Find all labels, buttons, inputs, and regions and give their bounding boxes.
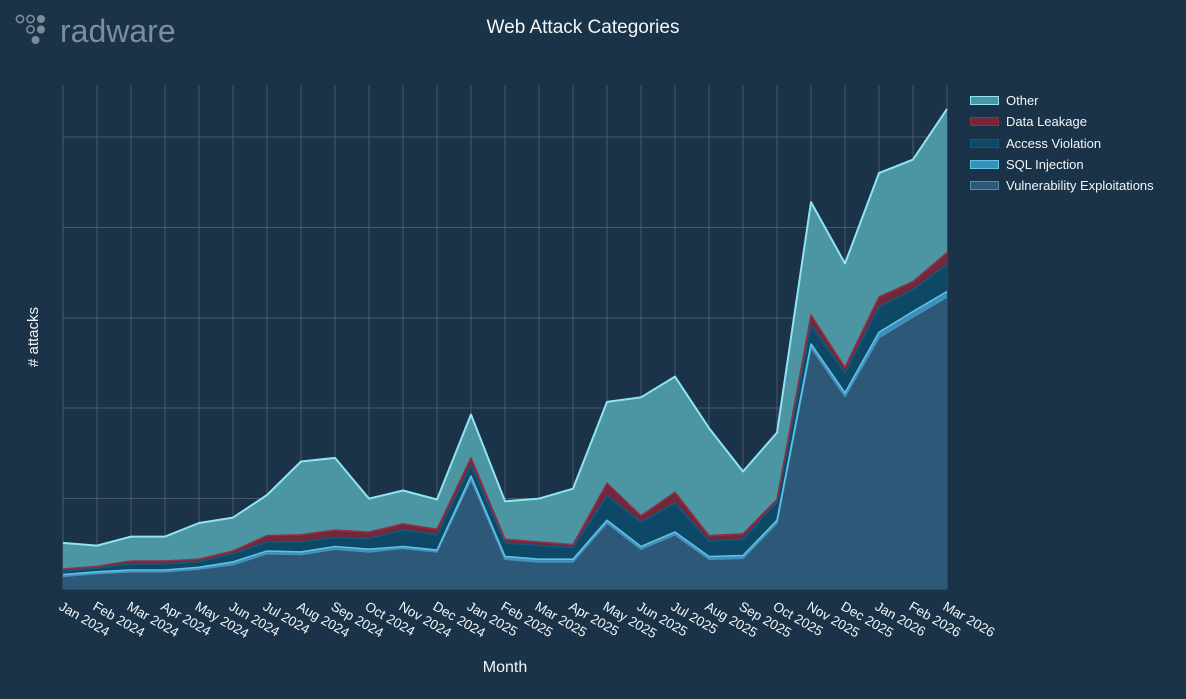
legend-label: Other xyxy=(1006,93,1039,109)
series-lines xyxy=(62,108,948,578)
y-axis-title: # attacks xyxy=(25,307,42,367)
legend-swatch xyxy=(970,181,999,191)
area-other[interactable] xyxy=(63,109,947,570)
line-access-violation xyxy=(62,263,948,572)
legend-swatch xyxy=(970,138,999,148)
legend-label: SQL Injection xyxy=(1006,157,1084,173)
legend-swatch xyxy=(970,117,999,127)
chart-title: Web Attack Categories xyxy=(487,17,680,38)
logo-dot xyxy=(37,25,45,34)
line-data-leakage xyxy=(62,252,948,570)
logo-text: radware xyxy=(60,13,176,49)
legend-item-other[interactable]: Other xyxy=(970,90,1154,111)
legend-swatch xyxy=(970,160,999,170)
legend: Other Data Leakage Access Violation SQL Inj… xyxy=(970,90,1154,196)
legend-item-access-violation[interactable]: Access Violation xyxy=(970,133,1154,154)
logo-dot xyxy=(37,15,45,23)
legend-label: Access Violation xyxy=(1006,135,1102,151)
legend-swatch xyxy=(970,96,999,106)
logo-dot xyxy=(26,14,35,24)
legend-label: Data Leakage xyxy=(1006,114,1087,130)
line-sql-injection xyxy=(62,290,948,576)
legend-label: Vulnerability Exploitations xyxy=(1006,178,1154,194)
logo-dot xyxy=(31,36,40,44)
logo: radware xyxy=(15,13,176,49)
x-axis-title: Month xyxy=(483,659,527,676)
area-vulnerability-exploitations[interactable] xyxy=(63,297,947,589)
logo-dot xyxy=(26,25,35,34)
logo-dot xyxy=(15,14,25,24)
legend-item-vulnerability-exploitations[interactable]: Vulnerability Exploitations xyxy=(970,175,1154,196)
area-fills xyxy=(63,109,947,589)
legend-item-data-leakage[interactable]: Data Leakage xyxy=(970,111,1154,132)
legend-item-sql-injection[interactable]: SQL Injection xyxy=(970,154,1154,175)
logo-icon xyxy=(15,14,45,44)
line-other xyxy=(62,108,948,547)
